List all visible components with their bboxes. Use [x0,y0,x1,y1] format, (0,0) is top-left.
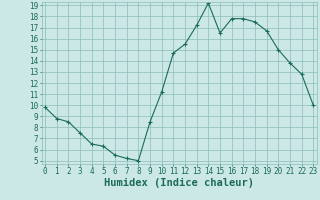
X-axis label: Humidex (Indice chaleur): Humidex (Indice chaleur) [104,178,254,188]
